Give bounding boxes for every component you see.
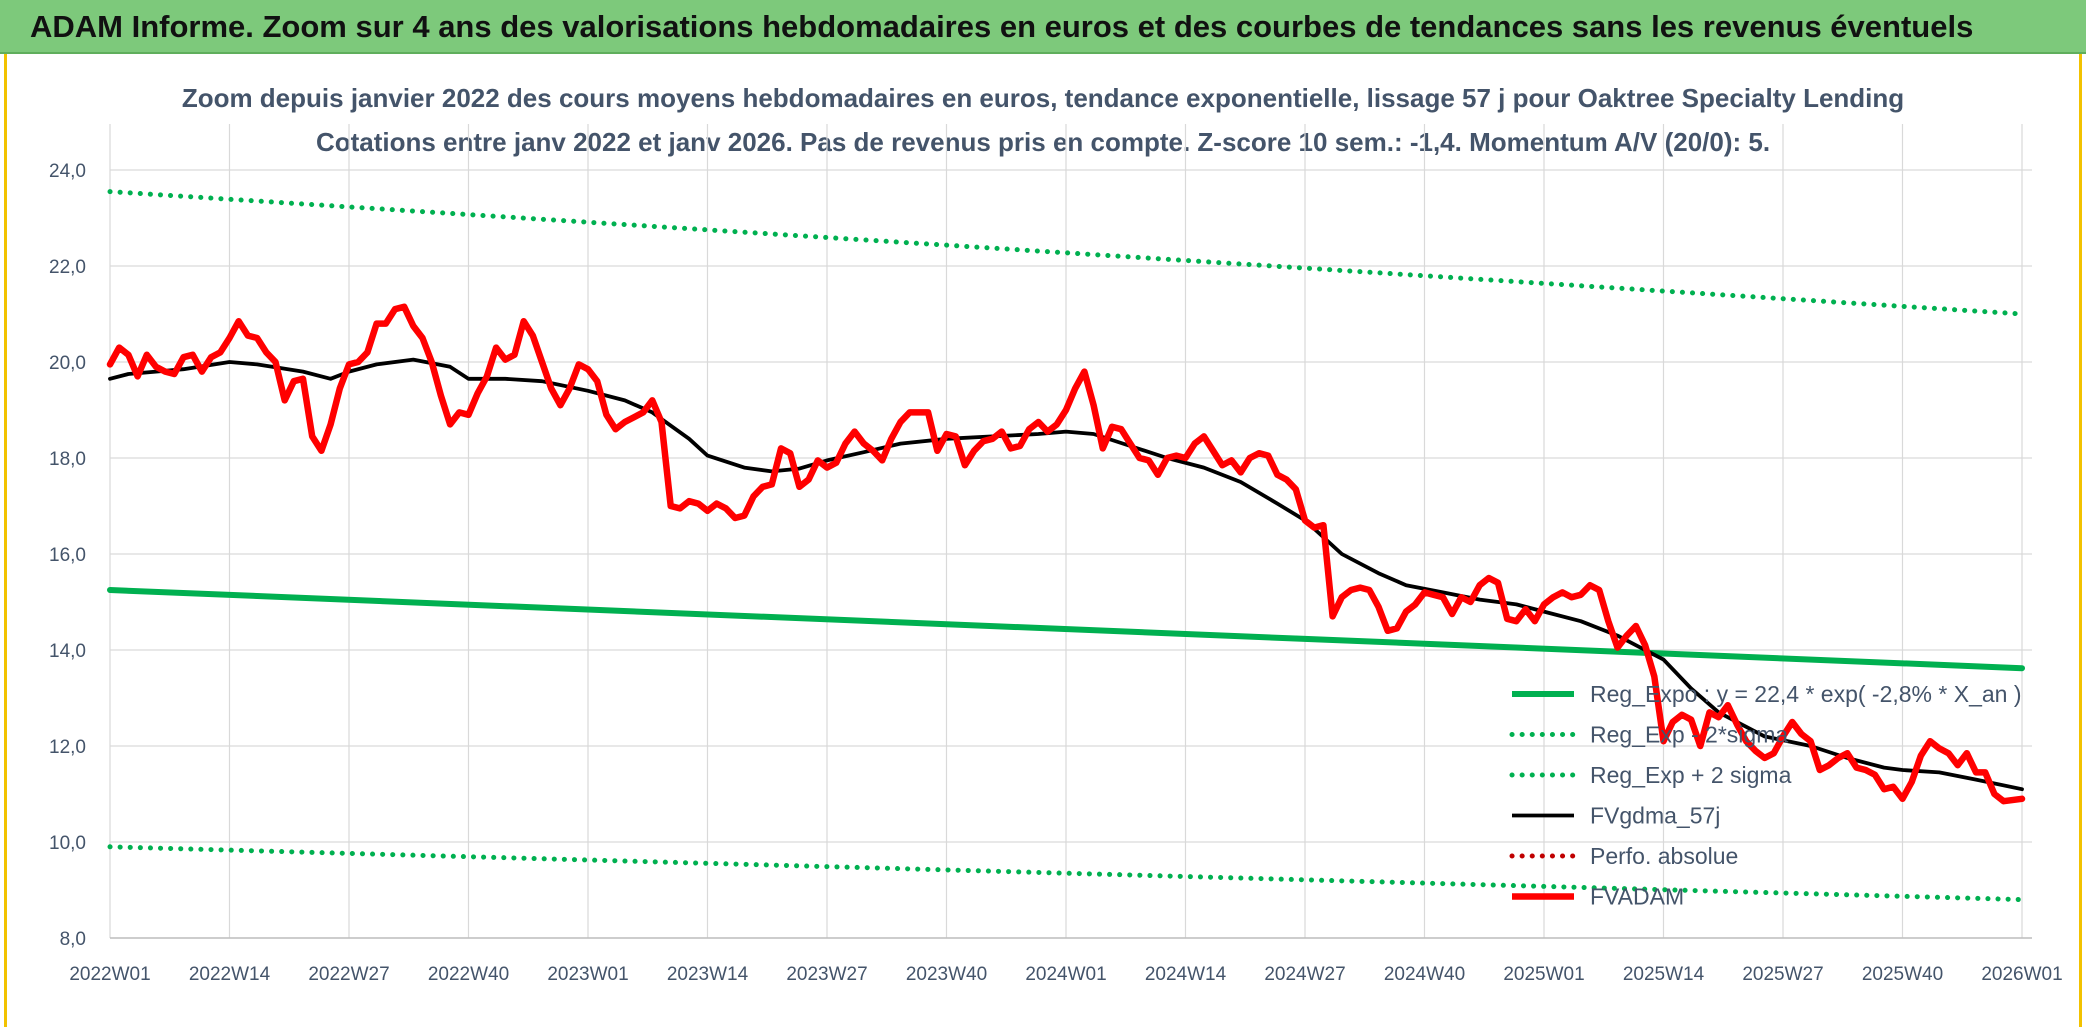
series-line-0 <box>107 587 2025 672</box>
chart-title: Zoom depuis janvier 2022 des cours moyen… <box>182 83 1904 113</box>
chart-subtitle: Cotations entre janv 2022 et janv 2026. … <box>316 127 1770 157</box>
series <box>106 189 2026 903</box>
x-tick-label: 2025W01 <box>1503 964 1584 985</box>
grid <box>109 124 2032 939</box>
series-line-3 <box>108 357 2024 792</box>
legend-label-1: Reg_Exp - 2*sigma <box>1590 722 1788 748</box>
chart-frame <box>4 54 2082 1027</box>
y-tick-label: 14,0 <box>49 641 86 662</box>
legend-label-5: FVADAM <box>1590 884 1684 910</box>
x-tick-label: 2023W27 <box>786 964 867 985</box>
x-tick-label: 2022W14 <box>189 964 271 985</box>
legend-label-4: Perfo. absolue <box>1590 843 1738 869</box>
series-line-2 <box>107 189 2025 317</box>
y-tick-label: 12,0 <box>49 737 86 758</box>
y-tick-label: 18,0 <box>49 449 86 470</box>
x-tick-label: 2024W27 <box>1264 964 1345 985</box>
y-tick-label: 22,0 <box>49 257 86 278</box>
x-tick-label: 2022W01 <box>69 964 150 985</box>
x-tick-label: 2024W40 <box>1384 964 1465 985</box>
y-tick-label: 10,0 <box>49 833 86 854</box>
x-tick-label: 2025W27 <box>1742 964 1823 985</box>
x-tick-label: 2023W14 <box>667 964 749 985</box>
x-tick-label: 2024W14 <box>1145 964 1227 985</box>
report-title: ADAM Informe. Zoom sur 4 ans des valoris… <box>30 9 1974 44</box>
x-tick-label: 2026W01 <box>1981 964 2062 985</box>
axes: 8,0 10,0 12,0 14,0 16,0 18,0 20,0 22,0 24,0 2022W… <box>49 161 2063 985</box>
x-tick-label: 2023W40 <box>906 964 987 985</box>
series-line-1 <box>107 844 2025 903</box>
y-tick-label: 8,0 <box>60 929 86 950</box>
legend-label-2: Reg_Exp + 2 sigma <box>1590 762 1792 788</box>
report-banner: ADAM Informe. Zoom sur 4 ans des valoris… <box>0 0 2086 54</box>
legend-label-0: Reg_Expo : y = 22,4 * exp( -2,8% * X_an … <box>1590 681 2022 707</box>
x-tick-label: 2025W14 <box>1623 964 1705 985</box>
y-tick-label: 20,0 <box>49 353 86 374</box>
x-tick-label: 2025W40 <box>1862 964 1943 985</box>
y-tick-label: 16,0 <box>49 545 86 566</box>
series-line-5 <box>106 303 2026 805</box>
x-tick-label: 2023W01 <box>547 964 628 985</box>
x-tick-label: 2022W40 <box>428 964 509 985</box>
legend: Reg_Expo : y = 22,4 * exp( -2,8% * X_an … <box>1509 681 2022 910</box>
x-tick-label: 2024W01 <box>1025 964 1106 985</box>
x-tick-label: 2022W27 <box>308 964 389 985</box>
y-tick-label: 24,0 <box>49 161 86 182</box>
legend-label-3: FVgdma_57j <box>1590 803 1720 829</box>
